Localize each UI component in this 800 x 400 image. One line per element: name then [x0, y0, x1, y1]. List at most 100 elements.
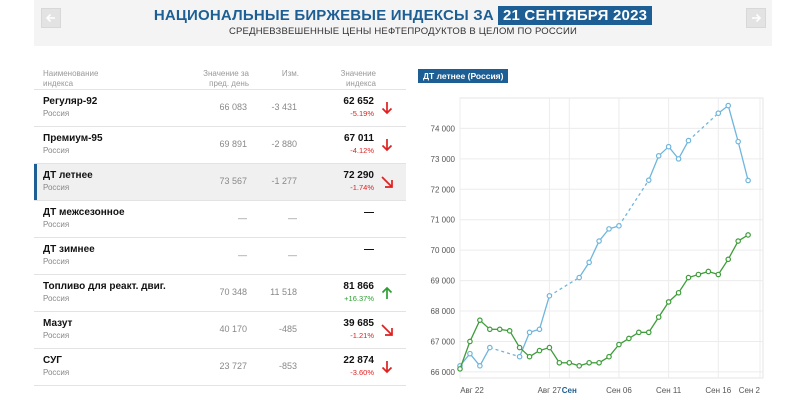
page-title: НАЦИОНАЛЬНЫЕ БИРЖЕВЫЕ ИНДЕКСЫ ЗА 21 СЕНТЯ…: [34, 6, 772, 25]
index-region: Россия: [43, 220, 70, 229]
change-value: 11 518: [270, 287, 297, 297]
column-header-prev-line2: пред. день: [209, 79, 249, 88]
series-green-point: [496, 326, 503, 333]
table-row[interactable]: Мазут Россия 40 170 -485 39 685 -1.21%: [34, 312, 406, 349]
prev-value: 73 567: [219, 176, 247, 186]
table-row[interactable]: Топливо для реакт. двиг. Россия 70 348 11 5…: [34, 275, 406, 312]
table-row[interactable]: ДТ летнее Россия 73 567 -1 277 72 290 -1.74%: [34, 164, 406, 201]
x-tick-label: Сен: [562, 386, 577, 395]
index-name: ДТ летнее: [43, 170, 93, 181]
table-body: Регуляр-92 Россия 66 083 -3 431 62 652 -5.19%…: [34, 90, 406, 386]
column-header-change: Изм.: [281, 69, 299, 78]
change-value: -2 880: [271, 139, 297, 149]
series-blue-point: [576, 274, 583, 281]
series-blue-point: [467, 350, 473, 357]
series-blue-point: [725, 102, 732, 109]
change-value: —: [288, 250, 297, 260]
series-blue-segment: [479, 347, 491, 367]
price-chart: 66 000 67 000 68 000 69 000 70 000 71 000 72 0…: [431, 97, 764, 395]
index-name: ДТ межсезонное: [43, 207, 125, 218]
column-header-name-line1: Наименование: [43, 69, 99, 78]
series-green-point: [566, 359, 573, 366]
column-header-name-line2: индекса: [43, 79, 74, 88]
table-row[interactable]: Регуляр-92 Россия 66 083 -3 431 62 652 -5.19%: [34, 90, 406, 127]
next-day-button[interactable]: [746, 8, 766, 28]
arrow-down-icon: [381, 361, 393, 374]
series-green-segment: [717, 258, 729, 275]
prev-value: 70 348: [219, 287, 247, 297]
index-region: Россия: [43, 183, 70, 192]
series-blue-point: [735, 138, 741, 145]
column-header-value-line1: Значение: [340, 69, 376, 78]
table-row[interactable]: СУГ Россия 23 727 -853 22 874 -3.60%: [34, 349, 406, 386]
series-green-point: [477, 317, 483, 323]
series-blue-segment: [489, 346, 520, 358]
series-blue-point: [516, 353, 523, 360]
prev-value: 23 727: [219, 361, 247, 371]
series-green-segment: [459, 341, 471, 370]
prev-value: —: [238, 250, 247, 260]
prev-value: 66 083: [219, 102, 247, 112]
arrow-up-icon: [381, 286, 393, 299]
series-green-point: [536, 347, 543, 354]
index-value: 72 290: [343, 170, 374, 181]
series-blue-point: [487, 344, 493, 351]
series-green-point: [665, 299, 672, 305]
title-date: 21 СЕНТЯБРЯ 2023: [497, 6, 653, 25]
series-green-point: [506, 328, 513, 334]
x-tick-label: Сен 16: [705, 386, 731, 395]
series-blue-point: [526, 329, 533, 336]
series-blue-point: [685, 137, 692, 144]
series-green-segment: [678, 277, 690, 294]
series-blue-segment: [677, 140, 690, 160]
index-value: 67 011: [343, 133, 374, 144]
arrow-down-right-icon: [381, 176, 393, 188]
index-region: Россия: [43, 331, 70, 340]
index-name: Премиум-95: [43, 133, 103, 144]
index-name: Регуляр-92: [43, 96, 98, 107]
change-value: -853: [278, 361, 297, 371]
index-region: Россия: [43, 294, 70, 303]
index-region: Россия: [43, 109, 70, 118]
x-tick-label: Сен 2: [739, 386, 761, 395]
series-blue-point: [606, 226, 612, 232]
series-green-point: [715, 271, 722, 278]
column-header-prev: Значение за пред. день: [194, 69, 249, 89]
series-blue-point: [665, 143, 672, 150]
series-green-point: [675, 289, 682, 296]
series-blue-segment: [519, 332, 531, 357]
series-blue-point: [616, 223, 622, 229]
series-green-point: [645, 329, 652, 336]
table-row[interactable]: ДТ зимнее Россия — — —: [34, 238, 406, 275]
series-blue-segment: [578, 261, 590, 278]
series-green-point: [457, 366, 463, 372]
change-value: -3 431: [271, 102, 297, 112]
index-name: Топливо для реакт. двиг.: [43, 281, 166, 292]
table-row[interactable]: Премиум-95 Россия 69 891 -2 880 67 011 -4.12%: [34, 127, 406, 164]
series-green-point: [705, 268, 712, 275]
index-name: Мазут: [43, 318, 73, 329]
series-blue-segment: [688, 112, 719, 142]
series-blue-point: [675, 156, 682, 162]
arrow-down-icon: [381, 102, 393, 115]
series-blue-segment: [538, 295, 551, 330]
series-green-point: [655, 314, 662, 320]
series-green-segment: [727, 240, 739, 260]
series-green-point: [636, 329, 642, 336]
change-percent: +16.37%: [344, 294, 374, 303]
arrow-left-icon: [45, 13, 55, 23]
series-blue-segment: [737, 141, 749, 181]
index-name: ДТ зимнее: [43, 244, 95, 255]
series-green-point: [606, 353, 612, 360]
series-blue-point: [477, 363, 483, 369]
arrow-down-icon: [381, 139, 393, 152]
previous-day-button[interactable]: [41, 8, 61, 28]
table-row[interactable]: ДТ межсезонное Россия — — —: [34, 201, 406, 238]
series-blue-point: [546, 293, 553, 299]
y-tick-label: 69 000: [431, 277, 456, 286]
prev-value: 40 170: [219, 324, 247, 334]
index-value: 62 652: [343, 96, 374, 107]
series-green-segment: [648, 316, 660, 333]
series-green-point: [467, 338, 473, 345]
index-region: Россия: [43, 257, 70, 266]
